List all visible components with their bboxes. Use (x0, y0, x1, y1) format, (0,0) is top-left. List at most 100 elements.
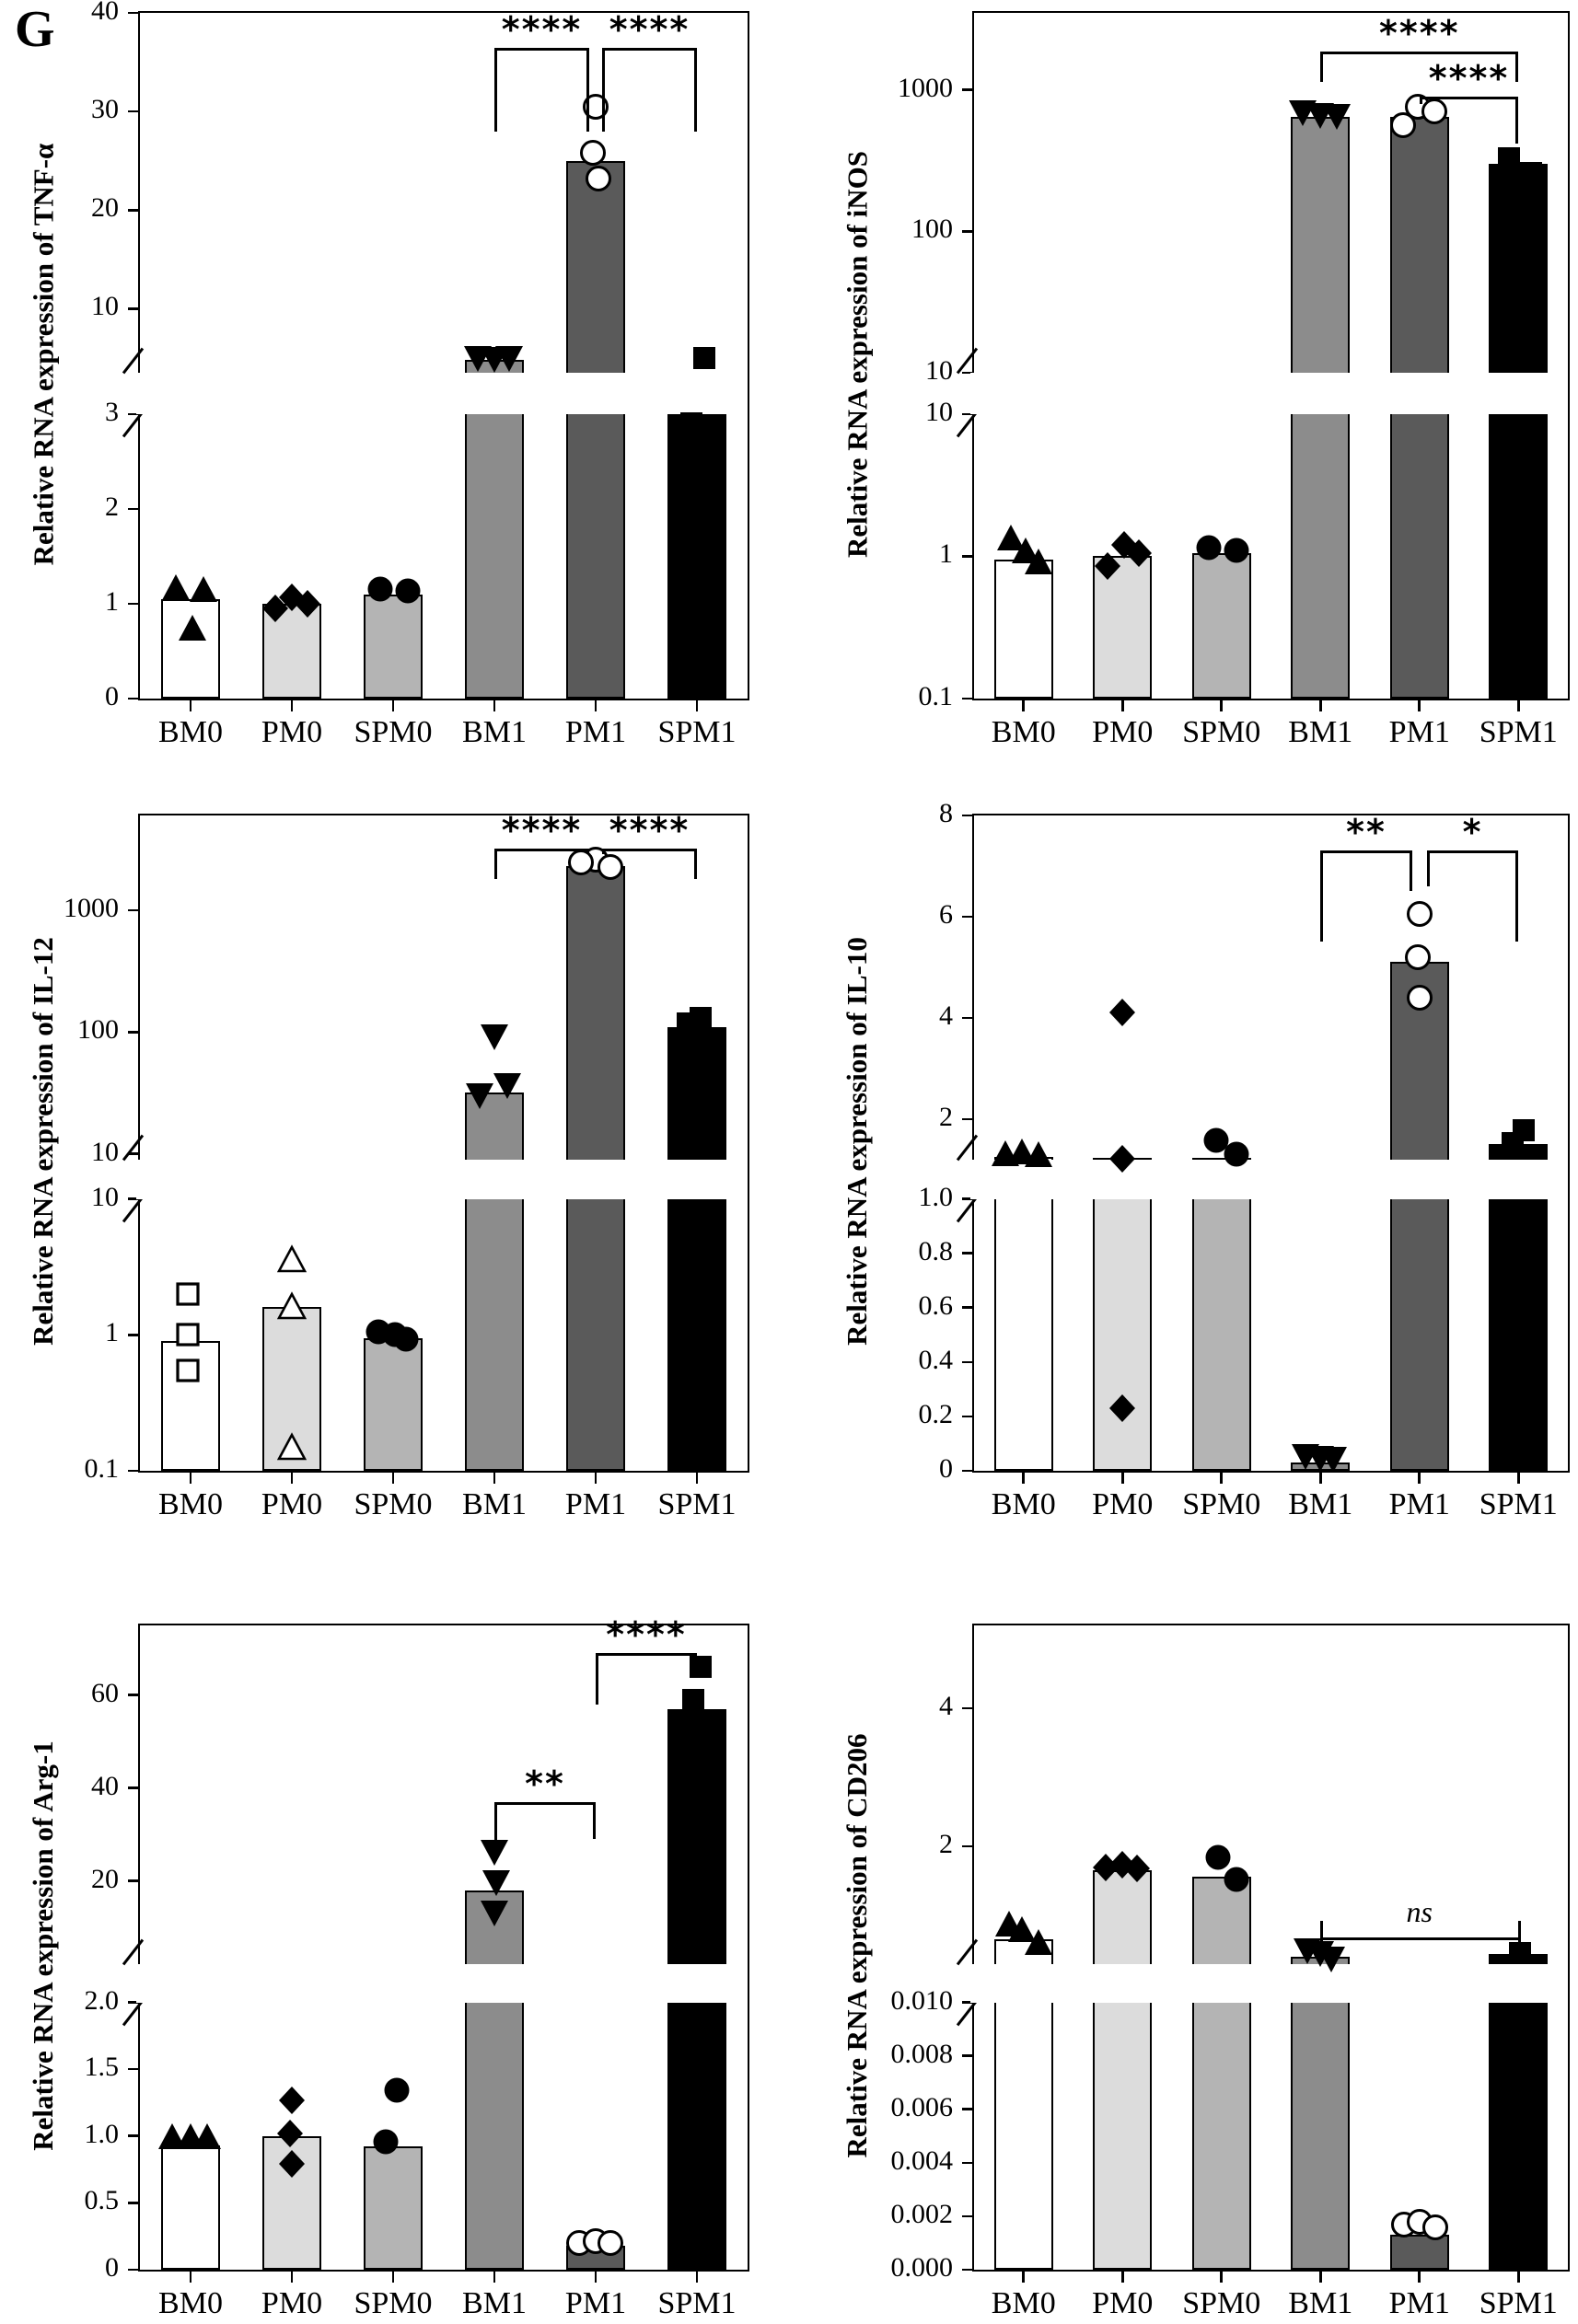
point-BM0-triangle-filled (1024, 1139, 1053, 1169)
y-tick-label: 20 (91, 192, 119, 224)
sig-label: ** (1346, 812, 1387, 853)
y-tick-label: 2 (939, 1101, 953, 1132)
x-tick (695, 700, 699, 711)
sig-bracket-line (1419, 96, 1519, 99)
y-tick-label: 0 (105, 681, 119, 711)
axis-break-slash-top (122, 347, 145, 375)
y-tick-label: 1 (105, 585, 119, 617)
bar-BM1 (465, 1890, 524, 2270)
point-SPM0-circle-filled (1201, 1126, 1231, 1155)
sig-label: **** (609, 810, 690, 851)
y-tick-label: 0.006 (890, 2091, 954, 2122)
point-SPM0-circle-filled (393, 576, 423, 606)
x-tick (189, 1473, 192, 1484)
y-tick (962, 1415, 973, 1418)
x-tick (1318, 1473, 1322, 1484)
y-tick (962, 915, 973, 919)
y-tick (128, 1152, 139, 1156)
bar-PM1 (1389, 962, 1449, 1471)
bar-BM1 (465, 1092, 524, 1471)
point-PM1-circle-open (1405, 983, 1434, 1012)
sig-bracket-cap-right (1518, 1921, 1522, 1962)
point-BM0-triangle-filled (189, 574, 218, 604)
bar-BM0 (993, 559, 1053, 699)
point-PM0-diamond-filled (277, 2149, 307, 2179)
y-tick-label: 100 (911, 214, 953, 245)
y-tick-label: 1 (939, 538, 953, 570)
bar-BM0 (993, 1156, 1053, 1471)
x-tick-label-PM1: PM1 (1388, 2286, 1450, 2320)
plot-area-arg1: 60 40 20 2.0 1.5 1.0 0.5 0 BM0 PM0 SPM0 BM1 PM1 SPM1 *… (85, 1614, 749, 2320)
point-BM1-triangle-down-filled (494, 344, 524, 374)
y-tick-label: 40 (91, 1770, 119, 1801)
x-tick (189, 2272, 192, 2283)
x-tick-label-BM0: BM0 (991, 2286, 1056, 2320)
y-tick-label: 4 (939, 1000, 953, 1031)
point-PM0-triangle-open (276, 1291, 307, 1321)
point-BM1-triangle-down-filled (465, 1081, 494, 1111)
x-tick-label-BM1: BM1 (1288, 1487, 1353, 1521)
y-tick (128, 2134, 139, 2138)
x-tick (391, 700, 395, 711)
x-tick-label-SPM0: SPM0 (1182, 1487, 1261, 1521)
y-tick-label: 10 (91, 1136, 119, 1167)
x-tick (594, 700, 598, 711)
point-PM1-circle-open (596, 2228, 625, 2258)
point-PM0-diamond-filled (1091, 1853, 1120, 1882)
sig-bracket-leg-right (586, 47, 589, 132)
x-tick (1318, 700, 1322, 711)
y-tick-label: 8 (939, 798, 953, 828)
sig-bracket-line (1320, 1937, 1519, 1940)
y-tick (962, 1117, 973, 1121)
bar-SPM0 (364, 1337, 423, 1471)
bar-SPM0 (364, 594, 423, 699)
bar-PM1 (1389, 2235, 1449, 2270)
axis-break-band (970, 373, 1568, 414)
x-tick (1418, 1473, 1421, 1484)
x-tick-label-BM0: BM0 (158, 1487, 223, 1521)
plot-area-cd206: 4 2 0.010 0.008 0.006 0.004 0.002 0.000 BM0 PM0 SP… (891, 1624, 1570, 2320)
y-tick (962, 1360, 973, 1364)
x-tick (290, 1473, 294, 1484)
y-tick-label: 6 (939, 898, 953, 930)
sig-label: **** (1379, 12, 1460, 53)
sig-bracket-leg-left (1426, 850, 1430, 886)
sig-label: * (1462, 812, 1483, 853)
x-tick (1220, 2272, 1224, 2283)
x-tick (1022, 700, 1026, 711)
sig-bracket-line (1426, 850, 1519, 854)
x-tick-label-BM1: BM1 (462, 715, 527, 749)
x-tick (290, 700, 294, 711)
point-SPM1-square-filled (673, 1009, 702, 1038)
point-BM0-triangle-filled (178, 613, 207, 642)
point-BM0-triangle-filled (1007, 1914, 1037, 1944)
y-tick-label: 10 (91, 1181, 119, 1212)
point-BM1-triangle-down-filled (482, 1868, 511, 1898)
x-tick-label-PM0: PM0 (261, 715, 323, 749)
y-tick-label: 10 (91, 291, 119, 322)
point-BM1-triangle-down-filled (493, 1071, 522, 1101)
point-PM1-circle-open (566, 848, 596, 877)
x-tick-label-BM1: BM1 (1288, 2286, 1353, 2320)
sig-bracket-line (596, 1653, 697, 1657)
x-tick (1022, 1473, 1026, 1484)
point-SPM0-circle-filled (1222, 536, 1251, 565)
x-tick-label-BM0: BM0 (991, 715, 1056, 749)
point-PM1-circle-open (1405, 899, 1434, 929)
sig-bracket-line (1320, 51, 1519, 54)
y-tick (128, 412, 139, 416)
y-tick (128, 11, 139, 15)
y-tick-label: 100 (77, 1014, 119, 1046)
x-tick (1120, 700, 1124, 711)
y-tick (962, 1252, 973, 1254)
axis-break-slash-top (956, 1134, 979, 1162)
y-tick (962, 2054, 973, 2057)
y-tick (962, 1016, 973, 1020)
point-SPM1-square-filled (1516, 158, 1546, 188)
point-PM1-circle-open (1388, 110, 1418, 140)
bar-PM0 (1093, 556, 1153, 699)
bar-PM0 (262, 603, 321, 699)
y-tick-label: 10 (925, 355, 953, 387)
sig-label: **** (609, 8, 690, 50)
y-tick-label: 0 (105, 2252, 119, 2283)
